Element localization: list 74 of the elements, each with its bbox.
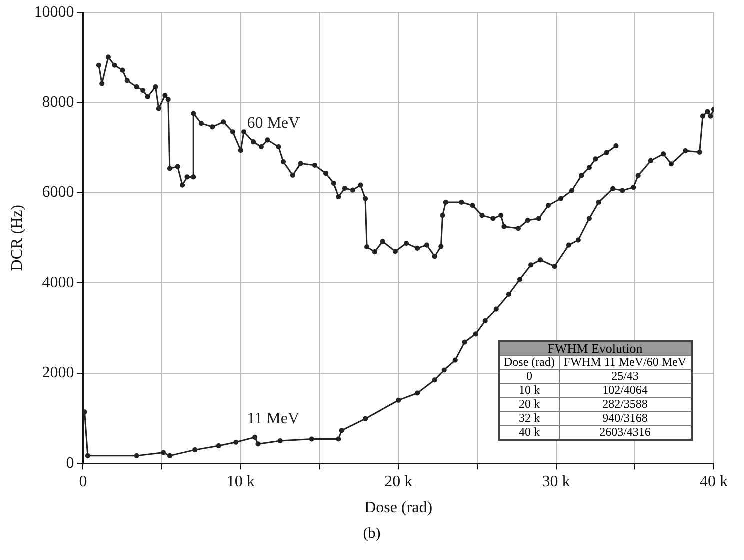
point <box>697 150 702 155</box>
x-tick-label: 30 k <box>542 473 570 490</box>
point <box>566 242 572 248</box>
point <box>216 443 222 449</box>
annotation: Dose (rad) <box>499 355 560 370</box>
point <box>252 434 258 440</box>
point <box>362 416 368 422</box>
point <box>278 438 283 444</box>
point <box>414 390 420 396</box>
annotation: 0 <box>499 369 560 384</box>
point <box>309 436 314 442</box>
point <box>473 332 478 337</box>
point <box>596 200 602 206</box>
point <box>339 428 344 434</box>
series-label: 11 MeV <box>247 410 300 428</box>
point <box>708 114 714 119</box>
point <box>336 436 342 442</box>
annotation: 32 k <box>499 411 560 426</box>
point <box>683 148 688 154</box>
point <box>552 264 558 270</box>
point <box>660 152 666 157</box>
y-tick-label: 2000 <box>42 364 74 382</box>
y-tick-label: 6000 <box>42 184 74 202</box>
point <box>192 448 198 453</box>
annotation: 40 k <box>499 425 560 440</box>
point <box>576 238 581 243</box>
y-tick-label: 0 <box>66 454 74 472</box>
point <box>482 318 488 324</box>
point <box>494 306 499 312</box>
annotation: 282/3588 <box>559 397 692 412</box>
point <box>432 378 438 383</box>
point <box>134 453 140 458</box>
annotation: 2603/4316 <box>559 425 692 440</box>
point <box>506 292 512 298</box>
point <box>517 277 523 282</box>
point <box>442 368 447 373</box>
point <box>167 453 172 458</box>
x-tick-label: 40 k <box>700 473 728 490</box>
point <box>648 158 654 164</box>
annotation: 25/43 <box>559 369 692 384</box>
point <box>161 450 166 456</box>
annotation: 102/4064 <box>559 383 692 398</box>
annotation: FWHM 11 MeV/60 MeV <box>559 355 692 370</box>
point <box>538 258 544 263</box>
text: (b) <box>362 526 382 543</box>
point <box>610 186 616 192</box>
point <box>396 398 402 404</box>
point <box>256 442 261 447</box>
x-tick-label: 0 <box>79 473 88 490</box>
x-tick-label: 20 k <box>384 473 413 490</box>
y-tick-label: 4000 <box>42 274 74 292</box>
point <box>705 109 710 114</box>
x-axis-title: Dose (rad) <box>364 500 433 517</box>
point <box>631 185 636 190</box>
x-tick-label: 10 k <box>226 473 255 490</box>
point <box>83 410 88 415</box>
point <box>234 440 239 445</box>
point <box>586 216 592 222</box>
point <box>528 262 534 268</box>
annotation: FWHM Evolution <box>499 341 692 356</box>
annotation: 940/3168 <box>559 411 692 426</box>
point <box>620 188 626 194</box>
point <box>452 358 458 363</box>
point <box>700 114 706 119</box>
annotation: 10 k <box>499 383 560 398</box>
annotation: 20 k <box>499 397 560 412</box>
point <box>85 453 90 458</box>
series-label: 60 MeV <box>247 115 301 132</box>
point <box>668 162 674 167</box>
point <box>636 173 641 178</box>
y-tick-label: 10000 <box>34 4 74 21</box>
point <box>462 340 468 345</box>
y-tick-label: 8000 <box>42 94 74 112</box>
y-axis-title: DCR (Hz) <box>8 204 26 272</box>
